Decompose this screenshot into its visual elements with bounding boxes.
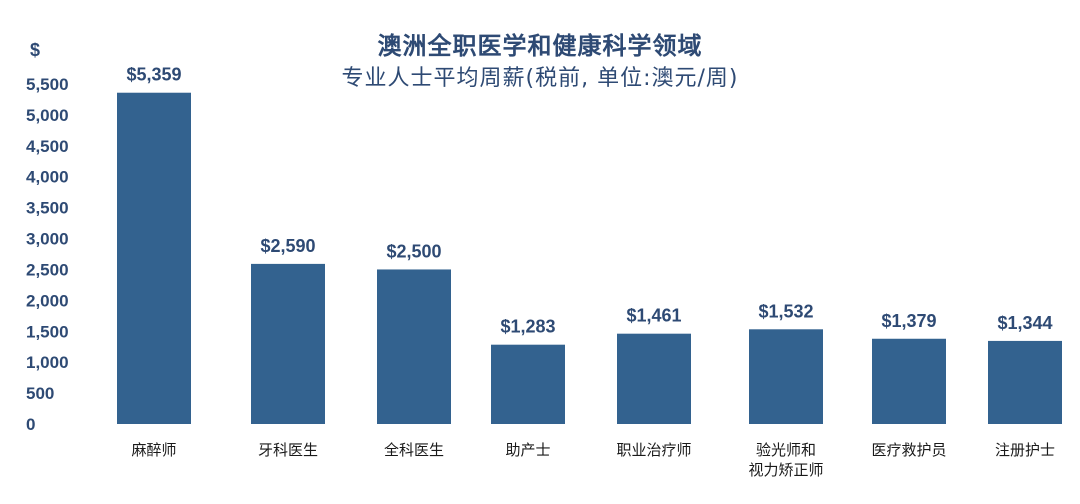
y-tick-label: 0 [26, 415, 35, 434]
category-label: 职业治疗师 [616, 441, 691, 459]
data-label: $1,532 [758, 301, 813, 321]
category-label: 麻醉师 [131, 441, 176, 459]
y-tick-label: 4,500 [26, 137, 69, 156]
category-label: 助产士 [505, 441, 550, 459]
data-label: $1,461 [626, 306, 681, 326]
bar [872, 338, 946, 424]
category-label: 牙科医生 [258, 441, 318, 459]
y-tick-label: 5,500 [26, 75, 69, 94]
y-tick-label: 3,000 [26, 230, 69, 249]
bar [617, 333, 691, 424]
data-label: $2,500 [386, 241, 441, 261]
y-tick-label: 1,500 [26, 322, 69, 341]
y-tick-label: 4,000 [26, 168, 69, 187]
y-tick-label: 1,000 [26, 353, 69, 372]
y-axis-unit-label: $ [30, 40, 41, 60]
chart-title: 澳洲全职医学和健康科学领域 [377, 32, 703, 60]
data-label: $5,359 [126, 65, 181, 85]
data-label: $2,590 [260, 236, 315, 256]
category-label: 全科医生 [384, 441, 444, 459]
chart-subtitle: 专业人士平均周薪(税前, 单位:澳元/周) [341, 66, 739, 91]
data-label: $1,344 [997, 313, 1052, 333]
y-tick-label: 2,000 [26, 291, 69, 310]
y-tick-label: 3,500 [26, 199, 69, 218]
category-label: 医疗救护员 [871, 441, 946, 459]
bar [491, 344, 565, 424]
bar [117, 92, 191, 424]
y-tick-label: 2,500 [26, 260, 69, 279]
bar [251, 263, 325, 424]
bar [988, 340, 1062, 424]
category-label: 视力矫正师 [748, 461, 823, 479]
y-tick-label: 5,000 [26, 106, 69, 125]
bar [377, 269, 451, 424]
bar [749, 329, 823, 424]
y-tick-label: 500 [26, 384, 54, 403]
data-label: $1,283 [500, 317, 555, 337]
category-label: 验光师和 [756, 441, 816, 459]
category-label: 注册护士 [995, 441, 1055, 459]
data-label: $1,379 [881, 311, 936, 331]
